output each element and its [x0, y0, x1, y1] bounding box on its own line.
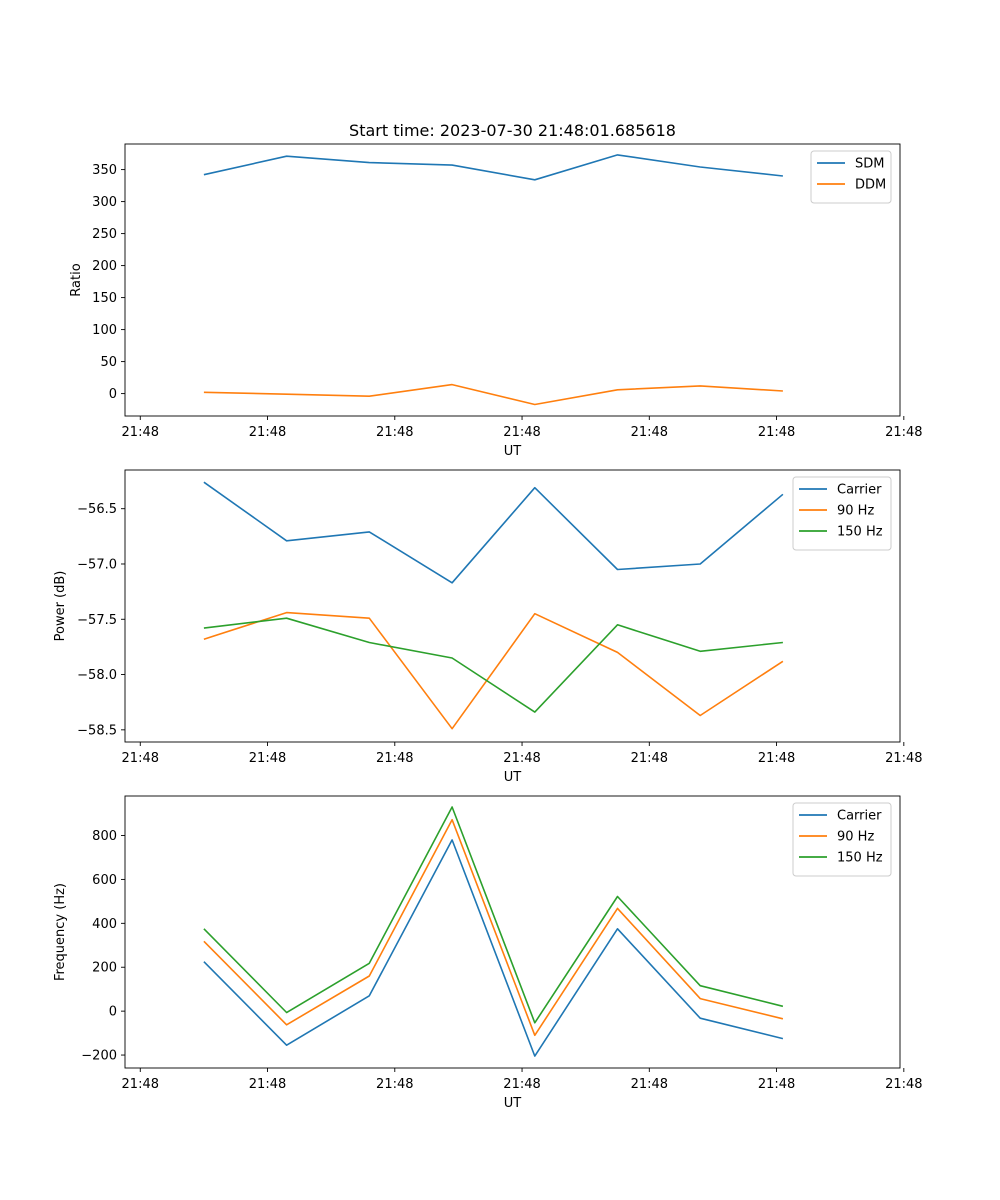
legend: Carrier 90 Hz 150 Hz — [792, 476, 892, 551]
legend-label-90-hz: 90 Hz — [837, 504, 874, 519]
x-tick-label: 21:48 — [631, 751, 668, 766]
x-tick-label: 21:48 — [758, 1077, 795, 1092]
legend-label-carrier: Carrier — [837, 483, 882, 498]
legend-label-150-hz: 150 Hz — [837, 851, 883, 866]
x-tick-label: 21:48 — [758, 425, 795, 440]
series-line-90-hz — [203, 611, 784, 730]
y-tick-label: −56.5 — [77, 502, 117, 517]
y-tick-label: 250 — [92, 227, 117, 242]
y-tick-label: 200 — [92, 961, 117, 976]
x-tick-label: 21:48 — [376, 751, 413, 766]
x-axis-label: UT — [504, 444, 522, 459]
series-line-90-hz — [203, 818, 784, 1037]
axes-frame — [124, 469, 901, 743]
y-tick-label: −57.0 — [77, 557, 117, 572]
chart-panel-1: Start time: 2023-07-30 21:48:01.685618 0 5… — [69, 121, 923, 459]
x-tick-label: 21:48 — [376, 425, 413, 440]
chart-panel-2: −58.5 −58.0 −57.5 −57.0 −56.5 21:48 21:48 21:48… — [53, 469, 923, 785]
x-tick-label: 21:48 — [503, 425, 540, 440]
x-axis-label: UT — [504, 770, 522, 785]
y-axis-label: Ratio — [69, 263, 84, 296]
series-line-150-hz — [203, 617, 783, 713]
series-line-150-hz — [203, 806, 784, 1024]
x-tick-label: 21:48 — [885, 425, 922, 440]
x-tick-label: 21:48 — [885, 1077, 922, 1092]
y-tick-label: 400 — [92, 917, 117, 932]
y-tick-label: 100 — [92, 323, 117, 338]
y-tick-label: 200 — [92, 259, 117, 274]
x-tick-label: 21:48 — [249, 751, 286, 766]
y-tick-label: 150 — [92, 291, 117, 306]
y-tick-label: −200 — [81, 1049, 117, 1064]
x-tick-label: 21:48 — [631, 1077, 668, 1092]
x-axis-label: UT — [504, 1096, 522, 1111]
y-tick-label: −57.5 — [77, 613, 117, 628]
series-line-sdm — [203, 154, 783, 181]
legend-label-150-hz: 150 Hz — [837, 525, 883, 540]
y-tick-label: 600 — [92, 873, 117, 888]
x-tick-label: 21:48 — [631, 425, 668, 440]
legend-label-carrier: Carrier — [837, 809, 882, 824]
y-tick-label: 800 — [92, 829, 117, 844]
y-tick-label: −58.0 — [77, 668, 117, 683]
y-tick-label: 300 — [92, 195, 117, 210]
x-tick-label: 21:48 — [122, 425, 159, 440]
y-tick-label: 50 — [100, 355, 117, 370]
series-line-carrier — [203, 481, 784, 584]
series-line-carrier — [203, 839, 784, 1057]
axes-frame — [124, 795, 901, 1069]
legend: SDM DDM — [810, 150, 892, 204]
x-tick-label: 21:48 — [376, 1077, 413, 1092]
x-tick-label: 21:48 — [503, 1077, 540, 1092]
x-tick-label: 21:48 — [249, 1077, 286, 1092]
y-axis-label: Power (dB) — [53, 571, 68, 642]
legend-label-ddm: DDM — [855, 178, 886, 193]
axes-frame — [124, 143, 901, 417]
y-tick-label: 0 — [109, 387, 117, 402]
chart-panel-3: −200 0 200 400 600 800 21:48 21:48 21:48 21:48 21:… — [53, 795, 923, 1111]
y-tick-label: 0 — [109, 1005, 117, 1020]
x-tick-label: 21:48 — [885, 751, 922, 766]
chart-title: Start time: 2023-07-30 21:48:01.685618 — [349, 121, 676, 140]
y-tick-label: 350 — [92, 163, 117, 178]
y-tick-label: −58.5 — [77, 723, 117, 738]
y-axis-label: Frequency (Hz) — [53, 883, 68, 981]
x-tick-label: 21:48 — [122, 751, 159, 766]
x-tick-label: 21:48 — [249, 425, 286, 440]
legend: Carrier 90 Hz 150 Hz — [792, 802, 892, 877]
series-line-ddm — [203, 383, 783, 406]
legend-label-sdm: SDM — [855, 157, 884, 172]
legend-label-90-hz: 90 Hz — [837, 830, 874, 845]
legend-box — [810, 150, 892, 204]
x-tick-label: 21:48 — [758, 751, 795, 766]
x-tick-label: 21:48 — [503, 751, 540, 766]
x-tick-label: 21:48 — [122, 1077, 159, 1092]
